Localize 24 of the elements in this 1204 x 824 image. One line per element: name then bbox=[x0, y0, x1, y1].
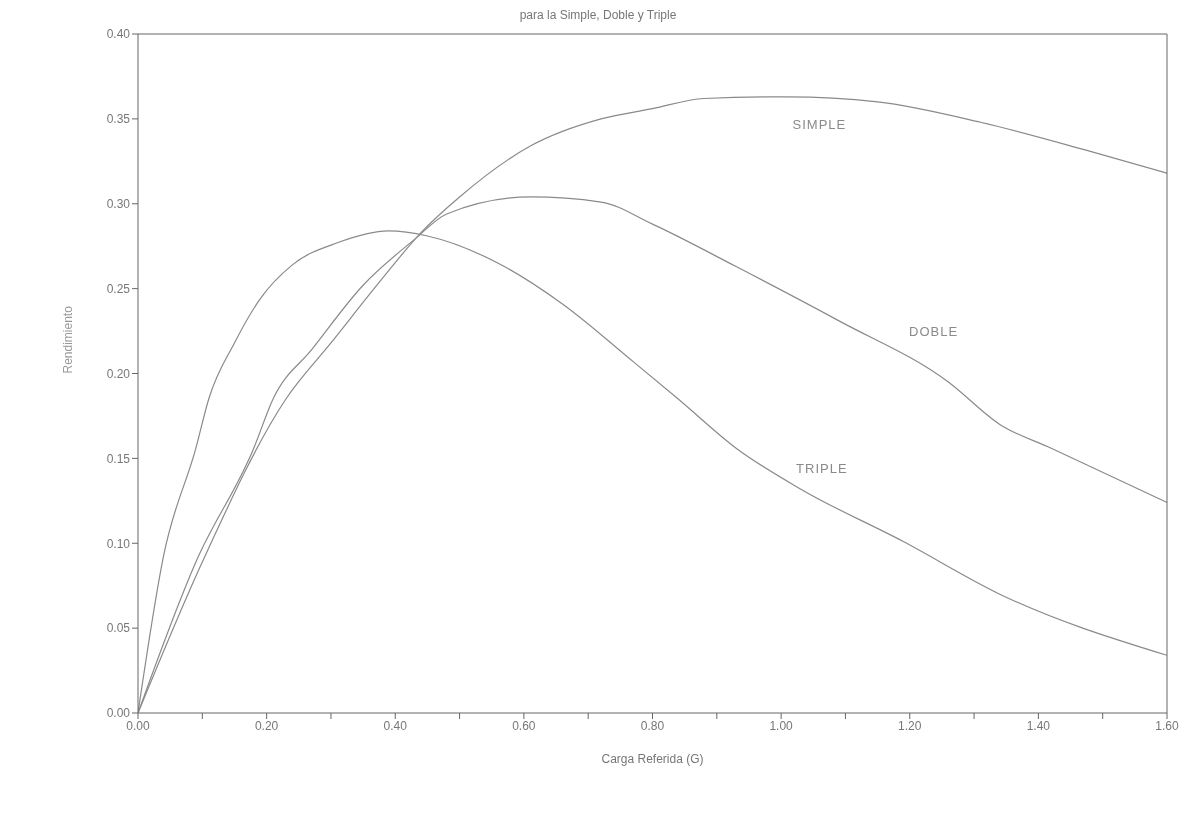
y-tick-label: 0.20 bbox=[106, 366, 131, 381]
x-tick-label: 1.60 bbox=[1155, 718, 1179, 733]
x-tick-label: 0.00 bbox=[126, 718, 150, 733]
x-tick-label: 1.20 bbox=[898, 718, 922, 733]
x-tick-label: 0.20 bbox=[254, 718, 279, 733]
chart-title: para la Simple, Doble y Triple bbox=[518, 8, 678, 22]
x-axis-title: Carga Referida (G) bbox=[601, 752, 704, 766]
y-axis-title: Rendimiento bbox=[61, 305, 76, 374]
y-tick-label: 0.10 bbox=[106, 536, 131, 551]
series-label: DOBLE bbox=[909, 323, 959, 339]
x-tick-label: 0.60 bbox=[512, 718, 536, 733]
x-tick-label: 0.40 bbox=[383, 718, 408, 733]
y-tick-label: 0.30 bbox=[106, 197, 131, 212]
y-tick-label: 0.40 bbox=[106, 27, 131, 42]
y-tick-label: 0.25 bbox=[106, 281, 131, 296]
series-label: SIMPLE bbox=[792, 116, 847, 132]
series-label: TRIPLE bbox=[796, 461, 848, 477]
y-tick-label: 0.00 bbox=[106, 706, 131, 721]
x-tick-label: 1.00 bbox=[769, 718, 794, 733]
x-tick-label: 1.40 bbox=[1026, 718, 1051, 733]
y-tick-label: 0.35 bbox=[106, 112, 131, 127]
y-tick-label: 0.15 bbox=[106, 451, 131, 466]
x-tick-label: 0.80 bbox=[640, 718, 665, 733]
y-tick-label: 0.05 bbox=[106, 621, 131, 636]
